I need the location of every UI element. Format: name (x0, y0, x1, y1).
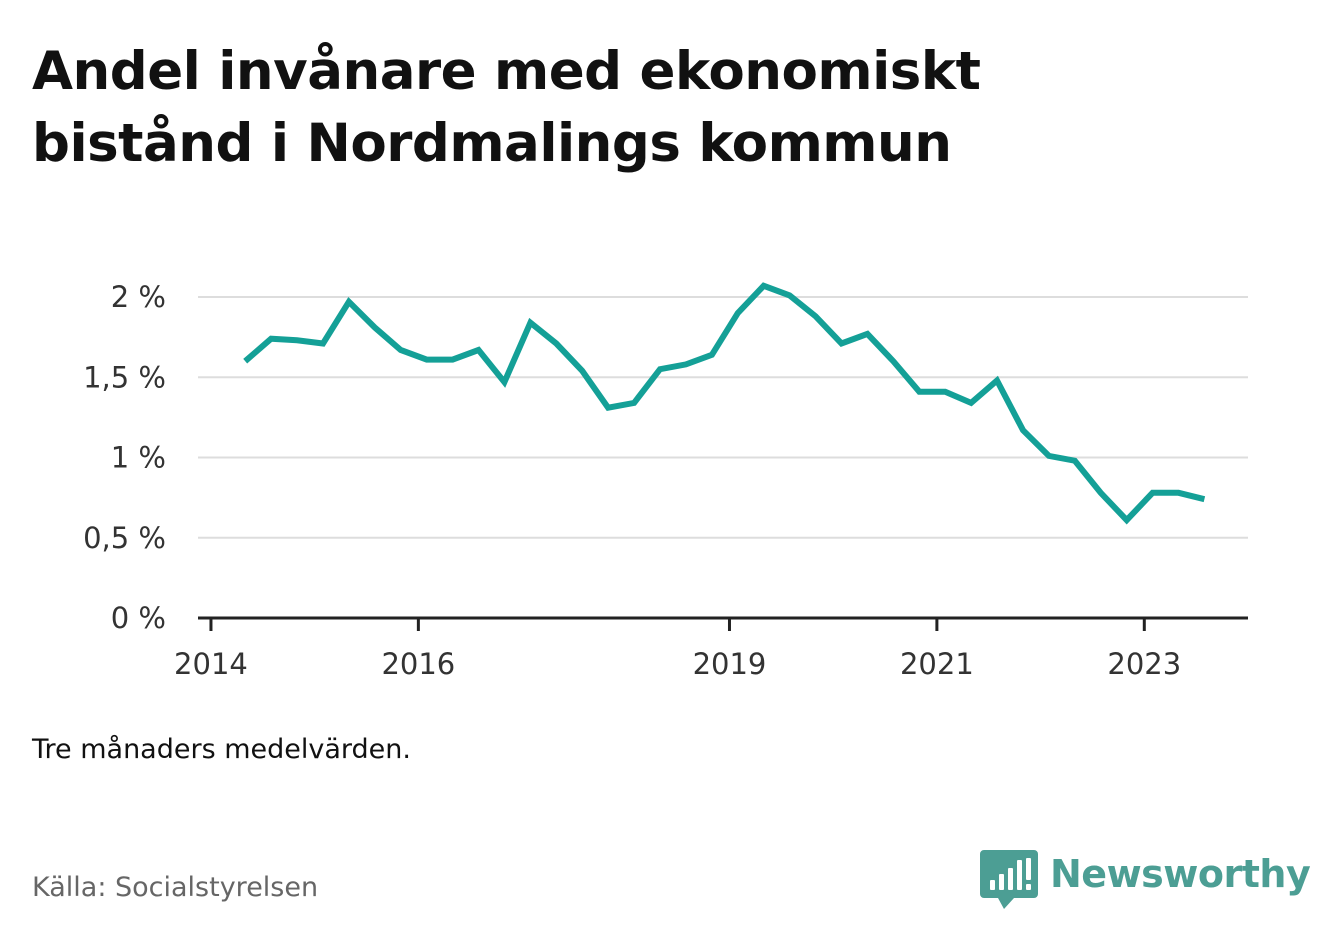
source-text: Källa: Socialstyrelsen (32, 872, 319, 903)
y-tick-label: 1 % (111, 441, 166, 475)
x-tick-label: 2019 (693, 647, 767, 681)
brand-logo: Newsworthy (980, 850, 1311, 912)
x-tick-label: 2021 (900, 647, 974, 681)
chart-note: Tre månaders medelvärden. (32, 734, 411, 765)
y-tick-label: 1,5 % (83, 360, 166, 394)
x-tick-label: 2014 (174, 647, 248, 681)
x-axis: 2014 2016 2019 2021 2023 (174, 616, 1248, 681)
y-tick-label: 0 % (111, 601, 166, 635)
chart-title-line: bistånd i Nordmalings kommun (32, 113, 952, 174)
chart-title: Andel invånare med ekonomiskt bistånd i N… (32, 36, 1232, 180)
newsworthy-logo-icon (980, 850, 1038, 909)
series (243, 282, 1206, 525)
x-tick-label: 2016 (381, 647, 455, 681)
x-tick-label: 2023 (1107, 647, 1181, 681)
series-line (243, 282, 1206, 525)
y-tick-label: 2 % (111, 280, 166, 314)
y-tick-label: 0,5 % (83, 521, 166, 555)
chart-title-line: Andel invånare med ekonomiskt (32, 41, 981, 102)
y-axis-ticks: 0 % 0,5 % 1 % 1,5 % 2 % (83, 280, 166, 635)
brand-name: Newsworthy (1050, 852, 1311, 896)
